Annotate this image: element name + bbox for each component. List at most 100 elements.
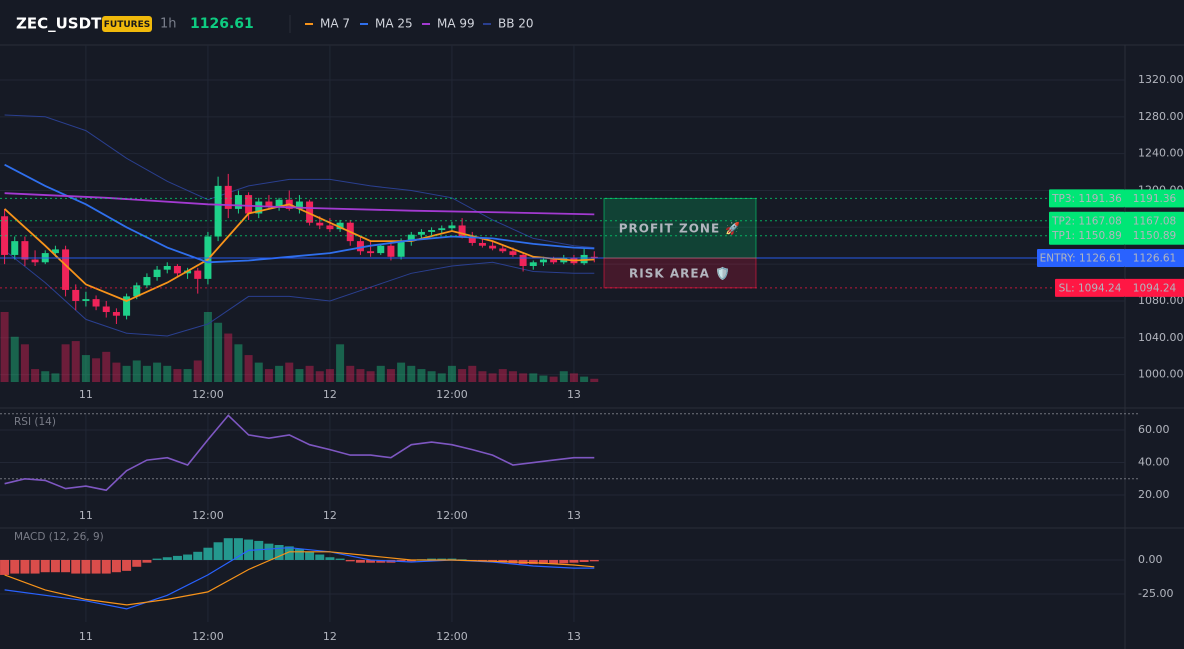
symbol: ZEC_USDT (16, 15, 102, 33)
x-tick-label: 11 (79, 388, 93, 401)
candle-body (519, 254, 527, 266)
macd-histogram (355, 559, 365, 563)
macd-histogram (132, 559, 142, 567)
price-tag (1125, 249, 1184, 268)
candle-body (529, 262, 537, 266)
candle-body (21, 241, 29, 260)
macd-histogram (376, 559, 386, 563)
candle-body (133, 285, 141, 297)
volume-bar (214, 322, 223, 382)
macd-histogram (254, 540, 264, 560)
macd-histogram (213, 542, 223, 560)
volume-bar (539, 375, 548, 382)
macd-histogram (335, 558, 345, 560)
volume-bar (163, 365, 172, 382)
volume-bar (31, 369, 40, 382)
macd-histogram (162, 557, 172, 560)
macd-histogram (366, 559, 376, 563)
macd-histogram (50, 559, 60, 573)
candle-body (72, 289, 80, 301)
rsi-line (4, 414, 595, 492)
macd-line (4, 551, 595, 606)
bb-upper (4, 114, 595, 249)
volume-bar (183, 369, 192, 382)
candle-body (336, 222, 344, 230)
y-tick-label: 1080.00 (1138, 294, 1184, 307)
candle-body (326, 225, 334, 230)
macd-histogram (233, 538, 243, 560)
macd-histogram (10, 559, 20, 574)
candle-body (428, 230, 436, 232)
volume-bar (315, 371, 324, 382)
macd-line (4, 547, 595, 610)
x-tick-label: 12:00 (192, 388, 224, 401)
candle-body (1, 216, 9, 255)
macd-histogram (325, 557, 335, 560)
volume-bar (376, 365, 385, 382)
price-tag (1125, 226, 1184, 245)
x-tick-label: 12:00 (436, 509, 468, 522)
candle-body (417, 231, 425, 235)
candle-body (306, 201, 314, 223)
macd-histogram (0, 559, 10, 575)
macd-histogram (437, 558, 447, 560)
macd-histogram (315, 554, 325, 560)
macd-histogram (122, 559, 132, 571)
volume-bar (71, 341, 80, 382)
volume-bar (386, 369, 395, 382)
macd-histogram (345, 559, 355, 562)
macd-histogram (406, 559, 416, 562)
volume-bar (336, 344, 345, 382)
macd-histogram (203, 547, 213, 560)
price: 1126.61 (190, 16, 254, 32)
y-tick-label: 1000.00 (1138, 368, 1184, 381)
candle-body (112, 312, 120, 316)
volume-bar (10, 336, 19, 382)
volume-bar (437, 373, 446, 382)
x-tick-label: 12:00 (436, 388, 468, 401)
volume-bar (20, 344, 29, 382)
macd-histogram (528, 559, 538, 565)
volume-bar (529, 373, 538, 382)
volume-bar (346, 365, 355, 382)
candle-body (407, 234, 415, 242)
candle-body (438, 228, 446, 231)
zone-box (603, 197, 757, 259)
y-tick-label: -25.00 (1138, 587, 1173, 600)
price-tag-text: 1150.89 (1133, 230, 1176, 242)
macd-histogram (569, 559, 579, 563)
volume-bar (549, 376, 558, 382)
macd-histogram (284, 546, 294, 560)
candle-body (11, 241, 19, 255)
candle-body (173, 265, 181, 274)
y-tick-label: 1320.00 (1138, 73, 1184, 86)
volume-bar (325, 369, 334, 382)
volume-bar (275, 365, 284, 382)
volume-bar (0, 312, 9, 382)
badge: FUTURES (104, 20, 150, 30)
candle-body (163, 265, 171, 270)
level-tag (1049, 226, 1125, 245)
level-tag-text: TP2: 1167.08 (1051, 215, 1122, 227)
volume-bar (356, 369, 365, 382)
macd-histogram (71, 559, 81, 574)
legend-label: MA 99 (437, 17, 475, 31)
legend-label: BB 20 (498, 17, 534, 31)
macd-histogram (264, 543, 274, 560)
price-tag (1125, 211, 1184, 230)
level-tag (1049, 211, 1125, 230)
candle-body (397, 241, 405, 257)
candle-body (194, 270, 202, 279)
volume-bar (264, 369, 273, 382)
macd-histogram (274, 545, 284, 560)
ma-line (3, 203, 595, 302)
macd-histogram (457, 559, 467, 560)
macd-histogram (294, 549, 304, 560)
candle-body (458, 225, 466, 237)
ma-line (4, 163, 595, 264)
legend-label: MA 25 (375, 17, 413, 31)
macd-histogram (61, 559, 71, 573)
candle-body (590, 256, 598, 259)
legend-label: MA 7 (320, 17, 350, 31)
